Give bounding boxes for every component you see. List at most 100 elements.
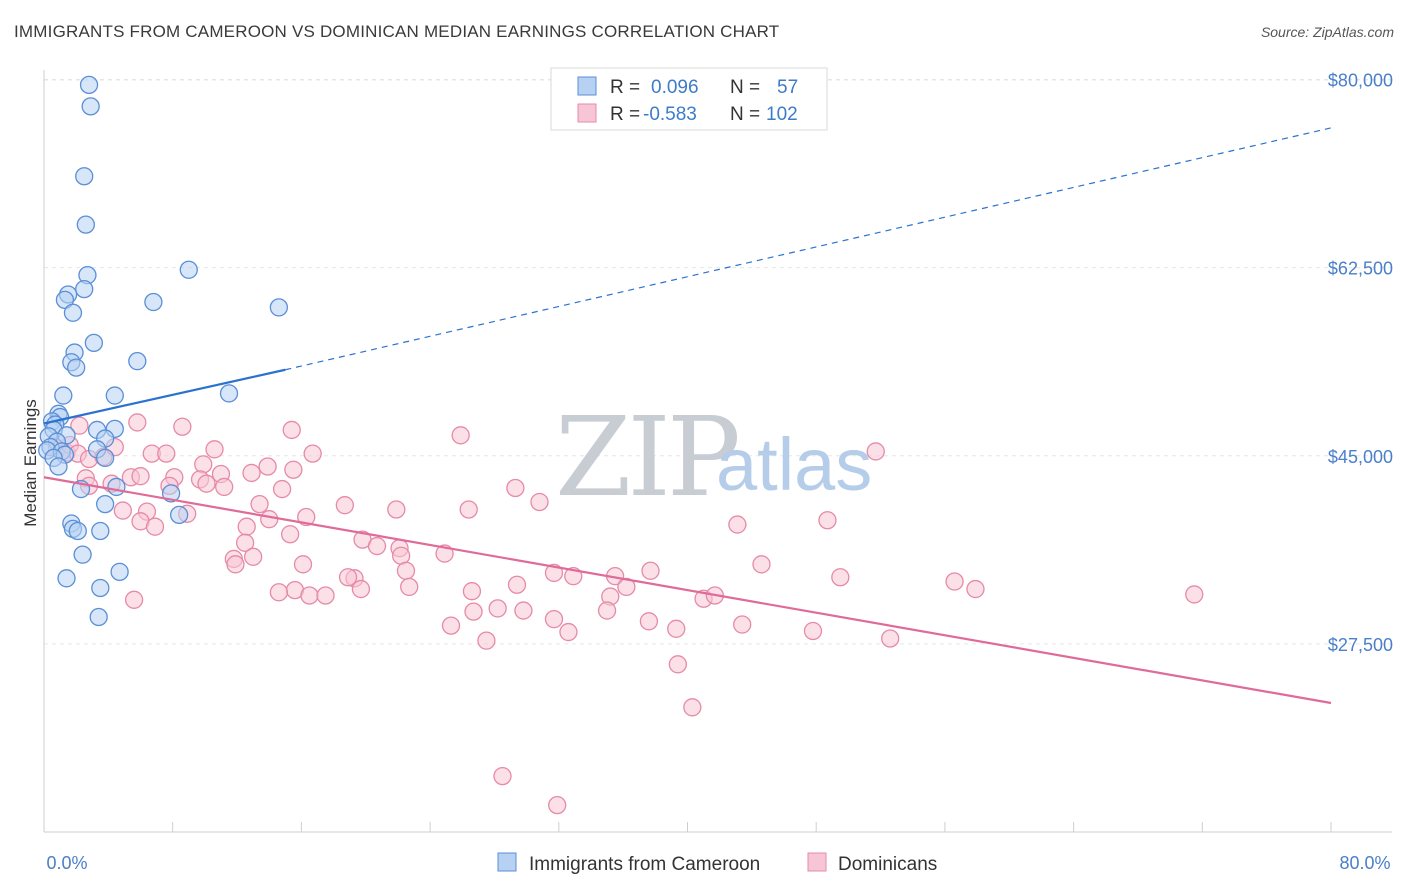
x-tick-label: 80.0% (1339, 853, 1390, 873)
dominican-point (242, 463, 261, 483)
watermark-atlas: atlas (716, 423, 872, 506)
y-tick-label: $80,000 (1328, 71, 1393, 91)
dominican-point (477, 631, 496, 650)
cameroon-point (67, 358, 86, 377)
dominican-point (462, 582, 482, 601)
dominican-point (335, 496, 354, 515)
dominican-point (300, 586, 319, 605)
dominican-point (113, 501, 132, 520)
dominican-point (387, 500, 406, 519)
cameroon-point (57, 569, 76, 588)
cameroon-point (73, 545, 92, 564)
cameroon-point (161, 484, 181, 503)
dominican-point (818, 511, 837, 530)
cameroon-point (49, 457, 68, 476)
dominican-point (293, 555, 313, 574)
dominican-point (205, 440, 224, 459)
legend-swatch-cameroon (577, 76, 597, 96)
dominican-point (131, 467, 150, 486)
dominican-point (752, 555, 771, 574)
dominican-point (250, 494, 269, 514)
cameroon-point (91, 521, 110, 541)
dominican-point (514, 601, 533, 620)
legend-n-value: 102 (766, 104, 798, 125)
y-axis-title: Median Earnings (21, 399, 40, 527)
dominican-point (272, 479, 292, 499)
y-tick-label: $27,500 (1328, 635, 1393, 655)
dominican-point (881, 629, 900, 648)
dominican-point (124, 590, 144, 609)
cameroon-point (95, 494, 115, 514)
dominican-point (128, 413, 147, 432)
dominican-point (639, 612, 659, 631)
x-tick-label: 0.0% (46, 853, 87, 873)
dominican-point (237, 517, 256, 536)
dominican-point (391, 546, 411, 565)
legend-r-value: 0.096 (651, 77, 699, 98)
legend-n-value: 57 (777, 77, 798, 98)
watermark-zip: ZIP (555, 393, 738, 521)
dominican-point (831, 568, 850, 587)
dominican-point (297, 507, 316, 527)
series-legend: Immigrants from Cameroon Dominicans (497, 852, 937, 875)
dominican-point (396, 561, 416, 580)
cameroon-point (169, 505, 189, 525)
dominican-point (641, 561, 660, 580)
cameroon-point (128, 351, 147, 371)
dominican-point (544, 563, 564, 583)
dominican-point (303, 444, 322, 463)
dominican-point (945, 572, 964, 591)
points-layer (38, 75, 1204, 815)
cameroon-point (95, 448, 115, 468)
dominican-point (493, 766, 512, 786)
cameroon-point (81, 97, 100, 116)
dominican-point (235, 533, 255, 552)
dominican-point (507, 575, 527, 594)
cameroon-trend-line (43, 368, 286, 425)
dominican-point (451, 426, 470, 445)
dominican-point (441, 616, 461, 635)
cameroon-point (68, 521, 87, 541)
dominican-point (459, 500, 478, 519)
cameroon-point (75, 167, 94, 186)
dominican-point (226, 555, 245, 574)
dominican-point (1185, 585, 1204, 604)
dominican-point (966, 579, 985, 599)
cameroon-point (84, 333, 104, 353)
legend-n-label: N = (730, 104, 760, 125)
legend-r-value: -0.583 (643, 104, 697, 125)
dominican-point (548, 795, 567, 815)
cameroon-point (105, 386, 124, 405)
dominican-point (728, 515, 747, 534)
dominican-point (258, 457, 277, 476)
source-label: Source: ZipAtlas.com (1260, 24, 1394, 40)
dominican-point (243, 547, 263, 566)
dominican-point (530, 492, 549, 512)
legend-label-dominican: Dominicans (838, 854, 937, 875)
y-tick-label: $62,500 (1328, 259, 1393, 279)
dominican-point (70, 416, 89, 435)
y-tick-label: $45,000 (1328, 447, 1393, 467)
cameroon-point (75, 279, 94, 299)
legend-r-label: R = (610, 77, 640, 98)
legend-label-cameroon: Immigrants from Cameroon (529, 854, 760, 875)
dominican-point (488, 599, 507, 618)
dominican-point (173, 417, 192, 436)
chart-title: IMMIGRANTS FROM CAMEROON VS DOMINICAN ME… (14, 22, 780, 41)
dominican-point (668, 655, 687, 674)
dominican-trend-line (43, 476, 1332, 705)
legend-r-label: R = (610, 104, 640, 125)
legend-n-label: N = (730, 77, 760, 98)
dominican-point (197, 474, 216, 493)
dominican-point (282, 420, 301, 440)
dominican-point (464, 602, 483, 621)
cameroon-point (110, 562, 129, 581)
cameroon-point (107, 477, 126, 497)
dominican-point (544, 610, 564, 629)
watermark: ZIP atlas (555, 393, 872, 521)
dominican-point (683, 698, 702, 717)
dominican-point (157, 444, 176, 463)
cameroon-point (91, 578, 110, 598)
dominican-point (338, 568, 358, 587)
dominican-point (351, 579, 371, 599)
